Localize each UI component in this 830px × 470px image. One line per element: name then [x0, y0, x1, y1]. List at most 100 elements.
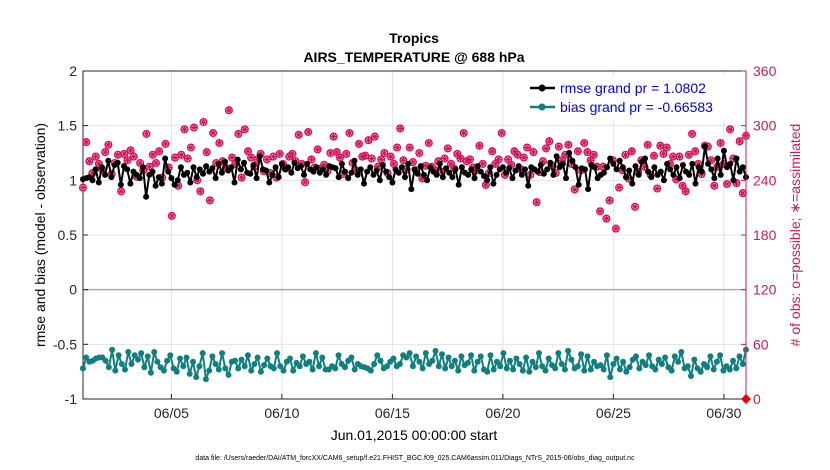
- obs-possible-marker: [202, 148, 211, 157]
- rmse-marker: [187, 179, 194, 186]
- obs-assimilated-marker: [504, 156, 512, 163]
- obs-possible-marker: [129, 152, 138, 161]
- rmse-marker: [417, 163, 424, 170]
- obs-possible-marker: [199, 117, 208, 127]
- bias-marker: [351, 366, 358, 373]
- obs-assimilated-marker: [533, 199, 540, 206]
- obs-assimilated-marker: [476, 142, 483, 149]
- rmse-marker: [689, 160, 696, 167]
- rmse-marker: [190, 164, 197, 171]
- obs-assimilated-marker: [381, 149, 388, 157]
- obs-assimilated-marker: [479, 160, 486, 168]
- obs-assimilated-marker: [289, 150, 296, 158]
- obs-assimilated-marker: [181, 126, 188, 133]
- rmse-marker: [623, 174, 629, 181]
- obs-assimilated-marker: [339, 170, 347, 178]
- bias-marker: [374, 352, 381, 359]
- rmse-marker: [269, 171, 276, 178]
- bias-marker: [510, 366, 517, 373]
- obs-possible-marker: [529, 148, 538, 157]
- bias-marker: [384, 363, 390, 370]
- rmse-marker: [487, 164, 494, 171]
- legend-bias-label: bias grand pr = -0.66583: [560, 99, 713, 115]
- obs-assimilated-marker: [314, 146, 321, 153]
- obs-possible-marker: [104, 140, 113, 149]
- bias-marker: [196, 363, 203, 370]
- obs-possible-marker: [120, 149, 129, 158]
- obs-assimilated-marker: [79, 184, 87, 191]
- rmse-marker: [231, 179, 238, 186]
- obs-possible-marker: [101, 148, 110, 157]
- obs-assimilated-marker: [584, 148, 591, 156]
- rmse-marker: [102, 171, 109, 178]
- obs-assimilated-marker: [542, 145, 550, 152]
- obs-assimilated-marker: [600, 163, 607, 170]
- bias-marker: [733, 365, 740, 372]
- rmse-marker: [629, 180, 636, 187]
- y-axis-label-left: rmse and bias (model - observation): [32, 123, 48, 347]
- bias-marker: [199, 350, 206, 357]
- obs-assimilated-marker: [228, 154, 236, 161]
- rmse-marker: [389, 179, 396, 186]
- rmse-marker: [739, 164, 746, 171]
- obs-assimilated-marker: [714, 163, 721, 170]
- x-axis-label: Jun.01,2015 00:00:00 start: [331, 427, 498, 443]
- obs-assimilated-marker: [184, 155, 191, 162]
- obs-assimilated-marker: [609, 157, 616, 164]
- obs-possible-marker: [726, 125, 735, 134]
- rmse-marker: [651, 164, 658, 171]
- obs-assimilated-marker: [216, 139, 223, 147]
- rmse-marker: [95, 179, 102, 186]
- bias-marker: [125, 349, 132, 355]
- rmse-marker: [720, 147, 727, 154]
- obs-assimilated-marker: [612, 225, 620, 232]
- rmse-marker: [566, 150, 573, 156]
- obs-assimilated-marker: [305, 128, 312, 136]
- rmse-marker: [297, 163, 304, 170]
- rmse-marker: [272, 164, 279, 171]
- y-tick-label-right: 240: [753, 172, 777, 188]
- rmse-marker: [446, 169, 453, 176]
- bias-marker: [80, 365, 86, 372]
- obs-possible-marker: [459, 128, 468, 138]
- bias-marker: [232, 357, 238, 364]
- rmse-marker: [616, 157, 623, 164]
- obs-assimilated-marker: [555, 143, 563, 150]
- bias-marker: [526, 368, 533, 375]
- obs-possible-marker: [710, 181, 719, 190]
- obs-possible-marker: [659, 149, 668, 158]
- bias-marker: [206, 367, 213, 374]
- rmse-marker: [149, 168, 156, 175]
- rmse-marker: [547, 159, 554, 166]
- bias-marker: [225, 371, 232, 378]
- rmse-marker: [177, 164, 184, 171]
- bias-marker: [523, 354, 530, 361]
- bias-marker: [316, 363, 323, 370]
- obs-possible-marker: [335, 153, 345, 162]
- rmse-marker: [411, 166, 418, 173]
- rmse-marker: [342, 168, 348, 175]
- bias-marker: [173, 368, 180, 375]
- obs-assimilated-marker: [190, 124, 198, 131]
- obs-assimilated-marker: [581, 139, 588, 147]
- rmse-marker: [155, 174, 162, 181]
- y-tick-label-right: 360: [753, 63, 777, 79]
- bias-marker: [574, 363, 581, 370]
- bias-marker: [471, 367, 478, 374]
- bias-marker: [726, 366, 733, 373]
- bias-marker: [591, 358, 597, 365]
- bias-marker: [529, 358, 536, 365]
- obs-possible-marker: [627, 147, 636, 156]
- obs-possible-marker: [630, 202, 640, 211]
- rmse-marker: [285, 164, 292, 171]
- rmse-marker: [730, 177, 737, 184]
- rmse-marker: [288, 169, 295, 176]
- obs-assimilated-marker: [457, 155, 464, 162]
- obs-assimilated-marker: [390, 160, 398, 168]
- y-tick-label-right: 0: [753, 391, 761, 407]
- rmse-marker: [572, 164, 579, 171]
- obs-possible-marker: [443, 144, 452, 153]
- legend: rmse grand pr = 1.0802 bias grand pr = -…: [523, 75, 742, 119]
- obs-assimilated-marker: [114, 151, 122, 159]
- bias-marker: [490, 366, 497, 373]
